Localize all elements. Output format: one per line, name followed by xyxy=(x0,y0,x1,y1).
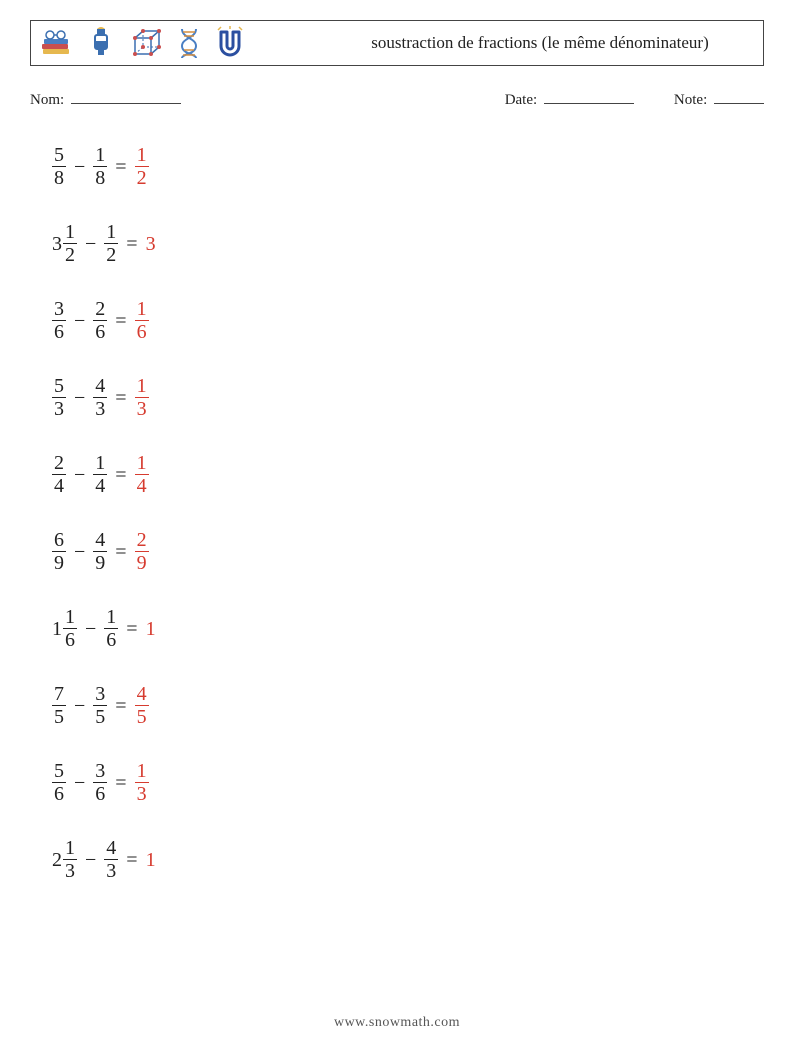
minus-operator: − xyxy=(74,388,85,408)
answer: 45 xyxy=(135,683,149,728)
note-blank[interactable] xyxy=(714,88,764,104)
operand-a: 213 xyxy=(52,837,77,882)
answer: 13 xyxy=(135,760,149,805)
answer: 13 xyxy=(135,375,149,420)
worksheet-page: soustraction de fractions (le même dénom… xyxy=(0,0,794,1053)
operand-b: 12 xyxy=(104,221,118,266)
minus-operator: − xyxy=(74,311,85,331)
worksheet-title: soustraction de fractions (le même dénom… xyxy=(245,33,755,53)
equals-sign: = xyxy=(126,234,137,254)
operand-b: 18 xyxy=(93,144,107,189)
operand-a: 58 xyxy=(52,144,66,189)
operand-b: 49 xyxy=(93,529,107,574)
problem-row: 312−12 = 3 xyxy=(52,221,764,266)
dna-icon xyxy=(177,26,201,60)
meta-line: Nom: Date: Note: xyxy=(30,88,764,109)
problem-row: 53−43 = 13 xyxy=(52,375,764,420)
answer: 29 xyxy=(135,529,149,574)
operand-a: 36 xyxy=(52,298,66,343)
minus-operator: − xyxy=(74,465,85,485)
answer: 12 xyxy=(135,144,149,189)
problem-list: 58−18=12312−12=336−26=1653−43=1324−14=14… xyxy=(52,144,764,882)
operand-a: 312 xyxy=(52,221,77,266)
name-field: Nom: xyxy=(30,88,181,109)
name-label: Nom: xyxy=(30,92,64,108)
minus-operator: − xyxy=(74,542,85,562)
footer-url: www.snowmath.com xyxy=(0,1015,794,1031)
operand-a: 53 xyxy=(52,375,66,420)
minus-operator: − xyxy=(85,850,96,870)
operand-a: 116 xyxy=(52,606,77,651)
equals-sign: = xyxy=(115,311,126,331)
problem-row: 69−49 = 29 xyxy=(52,529,764,574)
problem-row: 56−36 = 13 xyxy=(52,760,764,805)
equals-sign: = xyxy=(115,542,126,562)
date-label: Date: xyxy=(505,92,537,108)
equals-sign: = xyxy=(115,388,126,408)
books-icon xyxy=(39,26,73,60)
problem-row: 58−18 = 12 xyxy=(52,144,764,189)
minus-operator: − xyxy=(85,619,96,639)
operand-b: 14 xyxy=(93,452,107,497)
equals-sign: = xyxy=(115,696,126,716)
minus-operator: − xyxy=(85,234,96,254)
answer: 14 xyxy=(135,452,149,497)
flask-icon xyxy=(87,26,115,60)
problem-row: 75−35 = 45 xyxy=(52,683,764,728)
operand-b: 16 xyxy=(104,606,118,651)
answer: 1 xyxy=(146,619,157,639)
note-field: Note: xyxy=(674,88,764,109)
operand-b: 43 xyxy=(104,837,118,882)
problem-row: 24−14=14 xyxy=(52,452,764,497)
date-blank[interactable] xyxy=(544,88,634,104)
answer: 3 xyxy=(146,234,157,254)
equals-sign: = xyxy=(115,465,126,485)
note-label: Note: xyxy=(674,92,707,108)
operand-a: 75 xyxy=(52,683,66,728)
equals-sign: = xyxy=(126,850,137,870)
minus-operator: − xyxy=(74,696,85,716)
equals-sign: = xyxy=(115,157,126,177)
header-box: soustraction de fractions (le même dénom… xyxy=(30,20,764,66)
equals-sign: = xyxy=(126,619,137,639)
operand-b: 36 xyxy=(93,760,107,805)
problem-row: 116−16 = 1 xyxy=(52,606,764,651)
operand-b: 43 xyxy=(93,375,107,420)
minus-operator: − xyxy=(74,157,85,177)
answer: 16 xyxy=(135,298,149,343)
minus-operator: − xyxy=(74,773,85,793)
problem-row: 36−26 = 16 xyxy=(52,298,764,343)
date-field: Date: xyxy=(505,88,634,109)
operand-b: 35 xyxy=(93,683,107,728)
magnet-icon xyxy=(215,26,245,60)
problem-row: 213−43 = 1 xyxy=(52,837,764,882)
answer: 1 xyxy=(146,850,157,870)
operand-a: 56 xyxy=(52,760,66,805)
header-icon-strip xyxy=(39,26,245,60)
name-blank[interactable] xyxy=(71,88,181,104)
operand-a: 69 xyxy=(52,529,66,574)
operand-a: 24 xyxy=(52,452,66,497)
cube-icon xyxy=(129,26,163,60)
operand-b: 26 xyxy=(93,298,107,343)
equals-sign: = xyxy=(115,773,126,793)
